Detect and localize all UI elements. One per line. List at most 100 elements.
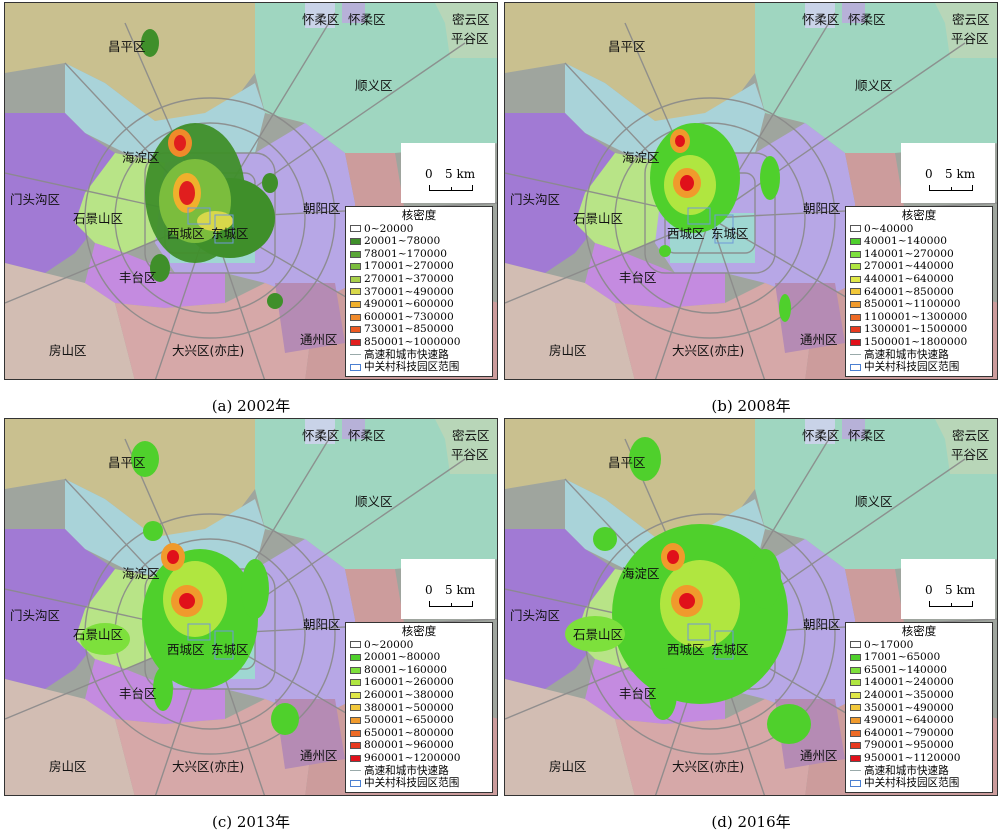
label-shijingshan: 石景山区 <box>573 211 624 226</box>
legend-park: 中关村科技园区范围 <box>850 361 988 374</box>
legend-item-label: 1100001~1300000 <box>864 310 968 323</box>
legend-item-label: 260001~380000 <box>364 688 454 701</box>
legend-swatch <box>850 716 861 724</box>
legend-item: 40001~140000 <box>850 235 988 248</box>
label-miyun: 密云区 <box>452 12 490 27</box>
scale-zero: 0 <box>925 583 933 597</box>
label-dongcheng: 东城区 <box>711 226 749 241</box>
district-map <box>505 419 997 795</box>
legend-swatch <box>850 641 861 649</box>
zgc-park-boundary <box>687 207 734 244</box>
legend-swatch <box>350 275 361 283</box>
legend-item-label: 80001~160000 <box>364 663 448 676</box>
legend-item-label: 65001~140000 <box>864 663 948 676</box>
legend-item-label: 20001~80000 <box>364 651 441 664</box>
legend-swatch <box>850 666 861 674</box>
legend-swatch <box>850 742 861 750</box>
map-panel-2016: 怀柔区 怀柔区 密云区 平谷区 昌平区 顺义区 海淀区 门头沟区 石景山区 朝阳… <box>504 418 998 796</box>
scale-bar: 0 5 km <box>901 143 995 203</box>
legend-item: 0~17000 <box>850 639 988 652</box>
legend-item: 80001~160000 <box>350 664 488 677</box>
legend-item: 500001~650000 <box>350 714 488 727</box>
legend-swatch <box>850 250 861 258</box>
legend-item-label: 78001~170000 <box>364 247 448 260</box>
caption-2013: (c) 2013年 <box>211 813 291 831</box>
legend-item: 140001~240000 <box>850 676 988 689</box>
legend-swatch <box>350 338 361 346</box>
label-miyun: 密云区 <box>452 428 490 443</box>
label-shunyi: 顺义区 <box>855 78 893 93</box>
legend-item-label: 20001~78000 <box>364 235 441 248</box>
legend-swatch <box>350 754 361 762</box>
legend-item-label: 380001~500000 <box>364 701 454 714</box>
legend-item: 640001~850000 <box>850 286 988 299</box>
zgc-park-boundary <box>187 207 234 244</box>
scale-bar: 0 5 km <box>401 559 495 619</box>
legend-swatch <box>350 704 361 712</box>
label-pinggu: 平谷区 <box>951 31 989 46</box>
legend-item-label: 650001~800000 <box>364 726 454 739</box>
label-haidian: 海淀区 <box>622 566 660 581</box>
label-daxing: 大兴区(亦庄) <box>672 343 745 358</box>
legend-item: 270001~370000 <box>350 273 488 286</box>
legend-swatch <box>350 326 361 334</box>
legend-rows: 0~40000 40001~140000 140001~270000 270001~4… <box>850 223 988 349</box>
legend-item: 600001~730000 <box>350 311 488 324</box>
legend-item: 1100001~1300000 <box>850 311 988 324</box>
label-pinggu: 平谷区 <box>451 31 489 46</box>
label-shunyi: 顺义区 <box>855 494 893 509</box>
legend: 核密度 0~40000 40001~140000 140001~270000 2700… <box>845 206 993 377</box>
legend-swatch <box>850 275 861 283</box>
label-mentougou: 门头沟区 <box>10 608 61 623</box>
label-shijingshan: 石景山区 <box>73 627 124 642</box>
caption-2008: (b) 2008年 <box>711 397 791 415</box>
label-dongcheng: 东城区 <box>711 642 749 657</box>
legend-item-label: 500001~650000 <box>364 714 454 727</box>
legend-swatch <box>350 679 361 687</box>
label-fangshan: 房山区 <box>549 759 587 774</box>
legend-swatch <box>850 653 861 661</box>
label-haidian: 海淀区 <box>122 150 160 165</box>
map-panel-2013: 怀柔区 怀柔区 密云区 平谷区 昌平区 顺义区 海淀区 门头沟区 石景山区 朝阳… <box>4 418 498 796</box>
legend-item: 17001~65000 <box>850 651 988 664</box>
legend-item: 270001~440000 <box>850 260 988 273</box>
legend-item-label: 1300001~1500000 <box>864 323 968 336</box>
legend-item-label: 790001~950000 <box>864 739 954 752</box>
label-daxing: 大兴区(亦庄) <box>172 343 245 358</box>
label-chaoyang: 朝阳区 <box>303 617 341 632</box>
legend-item: 380001~500000 <box>350 702 488 715</box>
label-pinggu: 平谷区 <box>951 447 989 462</box>
legend-item: 170001~270000 <box>350 260 488 273</box>
legend-swatch <box>350 742 361 750</box>
scale-bar-tick <box>951 187 952 191</box>
legend-swatch <box>350 313 361 321</box>
legend-swatch <box>350 288 361 296</box>
scale-dist: 5 km <box>445 167 476 181</box>
label-tongzhou: 通州区 <box>300 748 338 763</box>
label-huairou-1: 怀柔区 <box>802 12 840 27</box>
map-panel-2008: 怀柔区 怀柔区 密云区 平谷区 昌平区 顺义区 海淀区 门头沟区 石景山区 朝阳… <box>504 2 998 380</box>
label-fengtai: 丰台区 <box>119 686 157 701</box>
legend-item-label: 240001~350000 <box>864 688 954 701</box>
scale-zero: 0 <box>925 167 933 181</box>
label-changping: 昌平区 <box>608 39 646 54</box>
label-fangshan: 房山区 <box>549 343 587 358</box>
label-miyun: 密云区 <box>952 12 990 27</box>
scale-bar: 0 5 km <box>901 559 995 619</box>
legend-item-label: 270001~440000 <box>864 260 954 273</box>
legend-road: 高速和城市快速路 <box>350 349 488 362</box>
legend-item-label: 730001~850000 <box>364 323 454 336</box>
legend-item: 140001~270000 <box>850 248 988 261</box>
legend-item: 1500001~1800000 <box>850 336 988 349</box>
legend-rows: 0~20000 20001~80000 80001~160000 160001~260… <box>350 639 488 765</box>
label-huairou-2: 怀柔区 <box>848 428 886 443</box>
label-shijingshan: 石景山区 <box>73 211 124 226</box>
legend-item-label: 600001~730000 <box>364 310 454 323</box>
zgc-park-boundary <box>687 623 734 660</box>
legend-swatch <box>850 300 861 308</box>
label-huairou-2: 怀柔区 <box>348 428 386 443</box>
legend: 核密度 0~20000 20001~80000 80001~160000 160001… <box>345 622 493 793</box>
label-tongzhou: 通州区 <box>800 332 838 347</box>
density-layer <box>565 437 811 744</box>
label-chaoyang: 朝阳区 <box>303 201 341 216</box>
